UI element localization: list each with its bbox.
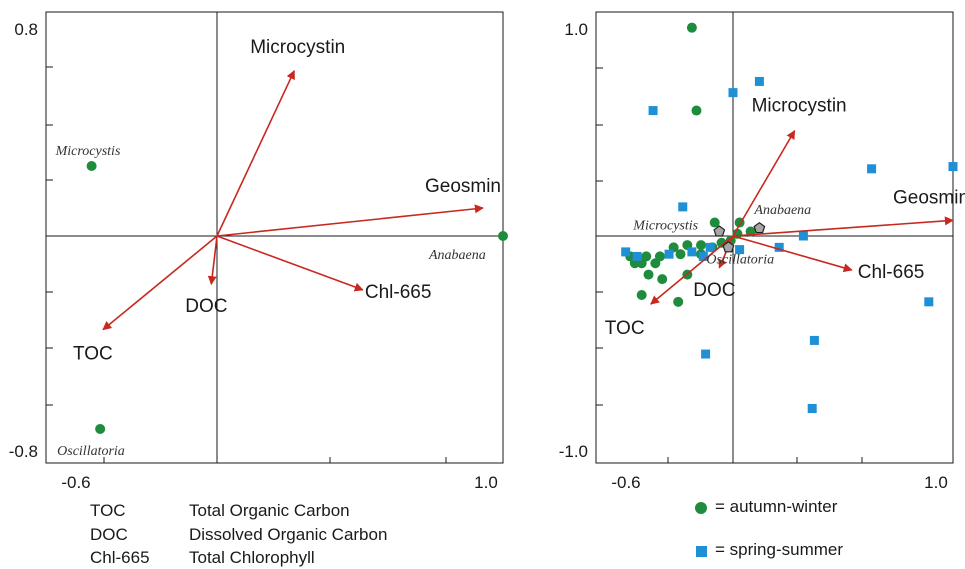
right-point-spring-summer	[701, 349, 711, 359]
right-point-autumn-winter	[636, 290, 647, 301]
left-vector-doc	[207, 235, 218, 286]
abbr-code-toc: TOC	[90, 501, 126, 520]
left-species-label-microcystis: Microcystis	[55, 144, 121, 159]
right-y-bottom-label: -1.0	[559, 442, 588, 461]
right-vector-label-toc: TOC	[605, 318, 645, 339]
right-x-right-label: 1.0	[924, 473, 948, 492]
right-point-spring-summer	[698, 251, 708, 261]
left-vector-label-microcystin: Microcystin	[250, 37, 345, 58]
left-vector-label-toc: TOC	[73, 344, 113, 365]
right-plot-frame	[595, 11, 954, 464]
right-y-top-label: 1.0	[564, 20, 588, 39]
abbr-code-doc: DOC	[90, 525, 128, 544]
left-species-label-oscillatoria: Oscillatoria	[57, 444, 125, 459]
left-vector-label-chl-665: Chl-665	[365, 282, 432, 303]
abbr-meaning-toc: Total Organic Carbon	[189, 501, 350, 520]
left-vector-label-doc: DOC	[185, 296, 227, 317]
right-point-spring-summer	[728, 88, 738, 98]
left-species-label-anabaena: Anabaena	[428, 248, 486, 263]
right-point-spring-summer	[678, 202, 688, 212]
right-point-autumn-winter	[673, 296, 684, 307]
right-species-centroid-anabaena	[753, 221, 766, 234]
right-point-autumn-winter	[696, 240, 707, 251]
left-plot-frame	[45, 11, 504, 464]
right-point-spring-summer	[924, 297, 934, 307]
left-y-top-label: 0.8	[14, 20, 38, 39]
left-species-point-oscillatoria	[95, 423, 106, 434]
left-vector-toc	[102, 235, 218, 331]
legend-label-autumn-winter: = autumn-winter	[715, 497, 838, 516]
right-point-spring-summer	[648, 106, 658, 116]
abbr-meaning-chl: Total Chlorophyll	[189, 548, 315, 567]
right-point-spring-summer	[948, 162, 958, 172]
left-vector-geosmin	[216, 204, 484, 237]
left-vector-microcystin	[216, 69, 295, 237]
right-point-spring-summer	[632, 251, 642, 261]
left-x-left-label: -0.6	[61, 473, 90, 492]
right-point-spring-summer	[621, 247, 631, 257]
right-point-spring-summer	[809, 335, 819, 345]
right-point-spring-summer	[664, 249, 674, 259]
right-vector-microcystin	[732, 129, 796, 237]
legend-marker-autumn-winter	[695, 502, 707, 514]
abbr-meaning-doc: Dissolved Organic Carbon	[189, 525, 388, 544]
right-x-left-label: -0.6	[611, 473, 640, 492]
right-species-label-anabaena: Anabaena	[753, 203, 811, 218]
right-biplot-panel: 1.0 -1.0 -0.6 1.0 Microcystin Geosmin Chl-665 D…	[559, 11, 965, 492]
legend-marker-spring-summer	[696, 546, 707, 557]
right-species-label-microcystis: Microcystis	[632, 219, 698, 234]
right-point-autumn-winter	[675, 249, 686, 260]
right-species-centroid-microcystis	[713, 225, 726, 237]
left-species-point-anabaena	[498, 231, 508, 241]
right-point-spring-summer	[807, 404, 817, 414]
right-point-autumn-winter	[691, 105, 702, 116]
left-y-bottom-label: -0.8	[9, 442, 38, 461]
right-vector-chl-665	[732, 235, 853, 273]
right-point-spring-summer	[798, 231, 808, 241]
right-point-spring-summer	[687, 247, 697, 257]
left-species-point-microcystis	[86, 161, 97, 171]
right-vector-label-chl-665: Chl-665	[858, 262, 925, 283]
right-point-autumn-winter	[686, 22, 697, 33]
right-vector-label-microcystin: Microcystin	[752, 96, 847, 117]
right-vector-toc	[650, 235, 734, 305]
right-point-spring-summer	[774, 242, 784, 252]
right-point-autumn-winter	[643, 269, 654, 280]
right-point-spring-summer	[735, 245, 745, 255]
right-species-centroid-oscillatoria	[722, 241, 735, 253]
left-x-right-label: 1.0	[474, 473, 498, 492]
right-vector-label-doc: DOC	[693, 280, 735, 301]
right-vector-label-geosmin: Geosmin	[893, 187, 965, 208]
left-vector-chl-665	[216, 235, 364, 292]
right-point-autumn-winter	[709, 217, 720, 228]
right-point-autumn-winter	[650, 258, 661, 269]
right-point-autumn-winter	[657, 274, 668, 285]
left-vector-label-geosmin: Geosmin	[425, 176, 501, 197]
right-vector-geosmin	[732, 216, 954, 237]
right-point-spring-summer	[754, 76, 764, 86]
right-species-label-oscillatoria: Oscillatoria	[706, 252, 774, 267]
left-biplot-panel: 0.8 -0.8 -0.6 1.0 Microcystin Geosmin Chl-665 D…	[9, 11, 508, 492]
abbr-code-chl: Chl-665	[90, 548, 150, 567]
right-point-spring-summer	[705, 242, 715, 252]
right-point-spring-summer	[867, 164, 877, 174]
legend-label-spring-summer: = spring-summer	[715, 540, 844, 559]
